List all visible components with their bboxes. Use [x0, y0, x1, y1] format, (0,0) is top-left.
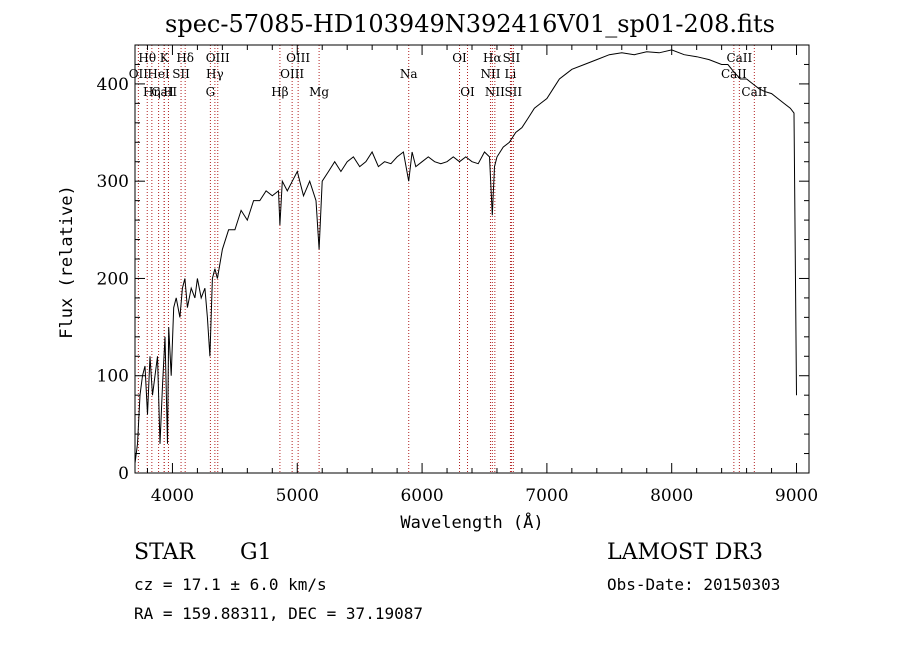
spectral-line-label: SII: [504, 85, 522, 99]
spectral-line-label: SII: [172, 67, 190, 81]
coordinates: RA = 159.88311, DEC = 37.19087: [134, 604, 423, 623]
survey-name: LAMOST DR3: [607, 540, 763, 565]
spectral-line-label: Hα: [483, 51, 502, 65]
observation-date: Obs-Date: 20150303: [607, 575, 781, 594]
spectral-line-label: OI: [452, 51, 467, 65]
plot-frame: [134, 44, 810, 474]
spectral-line-label: CaII: [151, 85, 177, 99]
object-subclass: G1: [240, 540, 272, 565]
chart-title: spec-57085-HD103949N392416V01_sp01-208.f…: [165, 10, 775, 38]
y-tick-label: 400: [97, 75, 129, 95]
spectral-line-label: OI: [460, 85, 475, 99]
spectral-line-label: Hη: [143, 85, 161, 99]
spectral-line-label: OII: [129, 67, 149, 81]
spectral-line-label: CaII: [721, 67, 747, 81]
spectral-line-markers: [137, 45, 755, 473]
y-tick-label: 300: [97, 172, 129, 192]
spectral-line-label: OIII: [286, 51, 310, 65]
spectral-line-label: Mg: [309, 85, 329, 99]
spectral-line-label: Li: [505, 67, 517, 81]
spectral-line-label: Hγ: [206, 67, 224, 81]
x-tick-label: 8000: [650, 486, 693, 506]
spectral-line-label: NII: [480, 67, 500, 81]
spectrum-series-line: [134, 49, 797, 464]
spectral-line-label: H: [163, 85, 173, 99]
spectral-line-label: Hθ: [138, 51, 156, 65]
x-tick-label: 7000: [525, 486, 568, 506]
x-tick-label: 5000: [276, 486, 319, 506]
y-tick-label: 0: [118, 464, 129, 484]
spectral-line-label: Na: [400, 67, 418, 81]
spectral-line-label: CaII: [741, 85, 767, 99]
spectral-line-label: K: [160, 51, 170, 65]
x-tick-label: 4000: [151, 486, 194, 506]
spectral-line-label: NII: [485, 85, 505, 99]
x-axis-ticks: 4000 5000 6000 7000 8000 9000: [146, 45, 818, 506]
y-tick-label: 200: [97, 269, 129, 289]
spectral-line-label: CaII: [726, 51, 752, 65]
y-tick-label: 100: [97, 367, 129, 387]
spectral-line-label: G: [206, 85, 216, 99]
spectral-line-label: SII: [503, 51, 521, 65]
spectral-line-label: OIII: [280, 67, 304, 81]
object-class: STAR: [134, 540, 195, 565]
redshift-value: cz = 17.1 ± 6.0 km/s: [134, 575, 327, 594]
y-axis-label: Flux (relative): [57, 185, 77, 339]
y-axis-ticks: 0 100 200 300 400: [97, 63, 809, 484]
spectral-line-label: Hβ: [271, 85, 288, 99]
spectral-line-label: Hδ: [176, 51, 194, 65]
x-tick-label: 6000: [400, 486, 443, 506]
spectral-line-label: HeI: [147, 67, 170, 81]
x-axis-label: Wavelength (Å): [400, 511, 543, 533]
x-tick-label: 9000: [775, 486, 818, 506]
spectral-line-label: OIII: [206, 51, 230, 65]
